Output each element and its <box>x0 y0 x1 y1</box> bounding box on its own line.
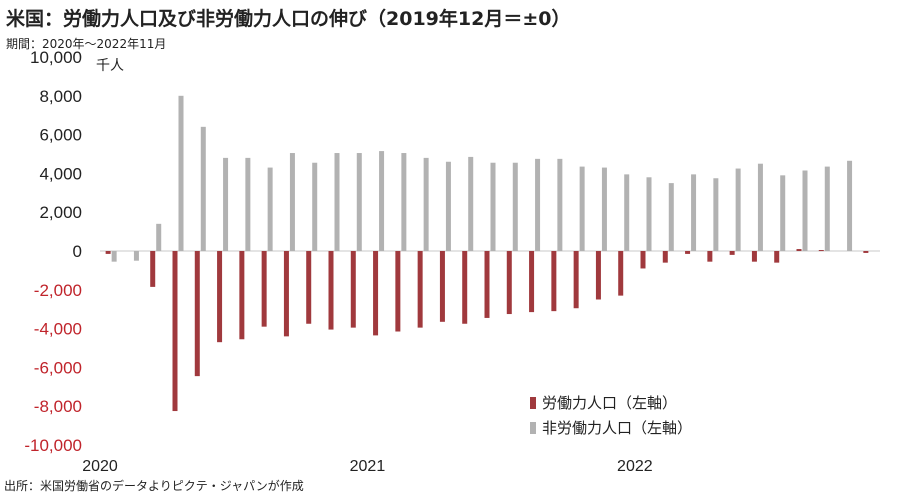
y-tick-label: 10,000 <box>30 48 82 67</box>
x-year-label: 2020 <box>82 458 118 475</box>
labor-force-bar <box>796 249 802 251</box>
y-tick-label: -2,000 <box>34 281 82 300</box>
labor-force-bar <box>417 251 423 328</box>
y-tick-label: 2,000 <box>39 203 82 222</box>
x-year-label: 2022 <box>617 458 653 475</box>
x-axis-years: 2020 2021 2022 <box>82 458 653 475</box>
non-labor-force-bar <box>401 153 407 251</box>
labor-force-bar <box>261 251 267 327</box>
non-labor-force-bar <box>289 153 295 251</box>
labor-force-bar <box>662 251 668 263</box>
y-tick-label: -10,000 <box>24 436 82 455</box>
non-labor-force-bar <box>445 161 451 251</box>
non-labor-force-bar <box>713 178 719 251</box>
non-labor-force-bar <box>356 153 362 251</box>
legend: 労働力人口（左軸） 非労働力人口（左軸） <box>530 394 692 437</box>
labor-force-bar <box>863 251 869 253</box>
labor-force-bar <box>685 251 691 254</box>
non-labor-force-bar <box>535 158 541 251</box>
chart-period: 期間：2020年～2022年11月 <box>6 37 167 51</box>
legend-label: 非労働力人口（左軸） <box>542 419 692 437</box>
labor-force-bar <box>640 251 646 269</box>
y-tick-label: -4,000 <box>34 320 82 339</box>
legend-swatch <box>530 422 536 434</box>
non-labor-force-bar <box>646 177 652 251</box>
non-labor-force-bar <box>824 166 830 251</box>
non-labor-force-bar <box>200 126 206 251</box>
non-labor-force-bar <box>691 174 697 251</box>
x-year-label: 2021 <box>350 458 386 475</box>
labor-force-bar <box>306 251 312 324</box>
labor-force-bar <box>350 251 356 328</box>
non-labor-force-bar <box>334 153 340 251</box>
labor-force-bar <box>328 251 334 330</box>
labor-force-bar <box>283 251 289 337</box>
non-labor-force-bar <box>847 160 853 251</box>
non-labor-force-bar <box>780 175 786 251</box>
labor-force-bar <box>707 251 713 262</box>
non-labor-force-bar <box>423 157 429 251</box>
bars <box>105 95 869 412</box>
labor-force-bar <box>573 251 579 309</box>
non-labor-force-bar <box>468 156 474 251</box>
labor-force-bar <box>618 251 624 296</box>
non-labor-force-bar <box>156 223 162 251</box>
non-labor-force-bar <box>735 168 741 251</box>
labor-force-bar <box>595 251 601 300</box>
non-labor-force-bar <box>512 162 518 251</box>
non-labor-force-bar <box>601 167 607 251</box>
y-tick-label: 8,000 <box>39 87 82 106</box>
labor-force-bar <box>751 251 757 262</box>
non-labor-force-bar <box>223 157 229 251</box>
non-labor-force-bar <box>757 163 763 251</box>
non-labor-force-bar <box>490 162 496 251</box>
labor-force-bar <box>172 251 178 412</box>
y-tick-label: 0 <box>73 242 82 261</box>
non-labor-force-bar <box>111 251 117 262</box>
non-labor-force-bar <box>245 157 251 251</box>
non-labor-force-bar <box>802 170 808 251</box>
non-labor-force-bar <box>557 158 563 251</box>
y-axis-unit: 千人 <box>96 58 124 74</box>
labor-force-bar <box>462 251 468 324</box>
labor-force-bar <box>729 251 735 255</box>
labor-force-bar <box>194 251 200 377</box>
y-tick-label: -8,000 <box>34 397 82 416</box>
non-labor-force-bar <box>579 166 585 251</box>
non-labor-force-bar <box>379 151 385 251</box>
non-labor-force-bar <box>267 167 273 251</box>
labor-force-bar <box>506 251 512 315</box>
y-tick-label: 6,000 <box>39 126 82 145</box>
non-labor-force-bar <box>178 95 184 251</box>
labor-force-bar <box>105 251 111 254</box>
labor-force-bar <box>439 251 445 322</box>
non-labor-force-bar <box>312 162 318 251</box>
non-labor-force-bar <box>668 183 674 251</box>
legend-label: 労働力人口（左軸） <box>542 394 677 412</box>
labor-force-bar <box>150 251 156 287</box>
non-labor-force-bar <box>624 174 630 251</box>
non-labor-force-bar <box>133 251 139 261</box>
y-tick-label: -6,000 <box>34 358 82 377</box>
labor-force-bar <box>551 251 557 312</box>
labor-force-bar <box>818 250 824 252</box>
legend-swatch <box>530 397 536 409</box>
labor-force-bar <box>217 251 223 343</box>
labor-force-bar <box>373 251 379 336</box>
labor-force-bar <box>239 251 245 340</box>
labor-force-bar <box>774 251 780 263</box>
chart-title: 米国：労働力人口及び非労働力人口の伸び（2019年12月＝±0） <box>6 8 571 30</box>
labor-force-bar <box>484 251 490 318</box>
source-note: 出所：米国労働省のデータよりピクテ・ジャパンが作成 <box>4 479 304 493</box>
y-axis-ticks: 10,000 8,000 6,000 4,000 2,000 0 -2,000 -4,000 -… <box>24 48 82 455</box>
labor-force-bar <box>529 251 535 313</box>
y-tick-label: 4,000 <box>39 164 82 183</box>
labor-force-bar <box>395 251 401 332</box>
